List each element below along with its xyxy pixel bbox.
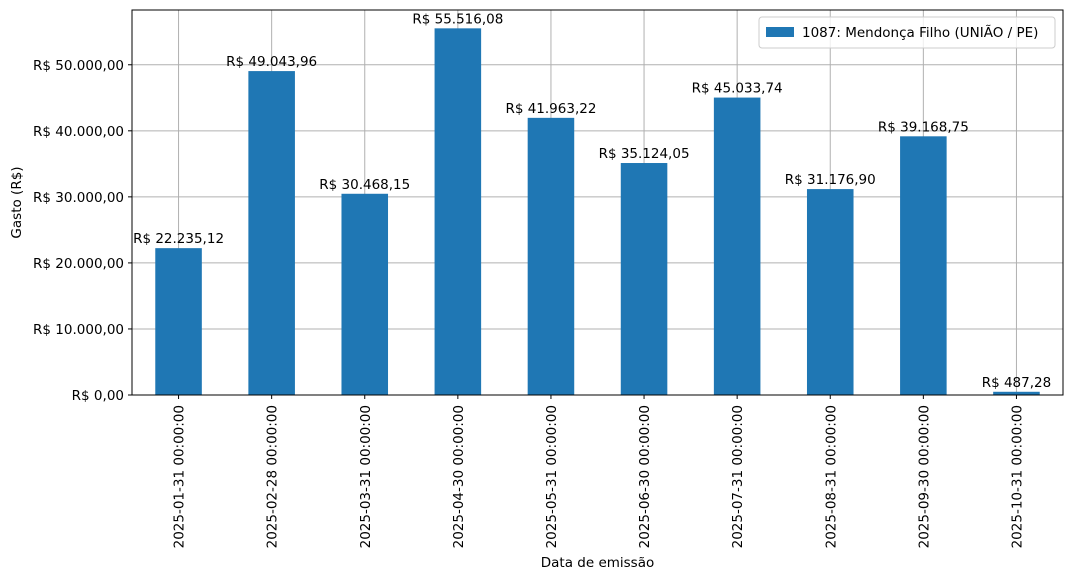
x-axis: 2025-01-31 00:00:00 2025-02-28 00:00:00 20… xyxy=(172,395,1025,548)
bar xyxy=(527,117,575,395)
x-tick-label: 2025-02-28 00:00:00 xyxy=(265,405,281,548)
bar-data-label: R$ 55.516,08 xyxy=(412,11,503,27)
bar-data-label: R$ 45.033,74 xyxy=(692,81,783,97)
legend: 1087: Mendonça Filho (UNIÃO / PE) xyxy=(758,16,1056,49)
bar-data-label: R$ 49.043,96 xyxy=(226,54,317,70)
plot-frame xyxy=(131,9,1064,396)
x-axis-label: Data de emissão xyxy=(541,555,655,571)
bars-group xyxy=(155,28,1040,396)
bar xyxy=(900,136,947,395)
bar-data-label: R$ 487,28 xyxy=(982,375,1052,391)
x-tick-label: 2025-05-31 00:00:00 xyxy=(544,405,560,548)
y-tick-label: R$ 30.000,00 xyxy=(33,190,124,206)
legend-entry-label: 1087: Mendonça Filho (UNIÃO / PE) xyxy=(802,24,1038,41)
x-tick-label: 2025-06-30 00:00:00 xyxy=(637,405,653,548)
bar xyxy=(713,97,761,396)
y-axis-label: Gasto (R$) xyxy=(9,166,25,238)
x-tick-label: 2025-03-31 00:00:00 xyxy=(358,405,374,548)
bar xyxy=(341,193,389,395)
x-tick-label: 2025-10-31 00:00:00 xyxy=(1009,405,1025,548)
legend-swatch xyxy=(766,27,794,37)
x-tick-label: 2025-04-30 00:00:00 xyxy=(451,405,467,548)
bar xyxy=(155,248,202,395)
bar xyxy=(993,391,1040,395)
bar-data-label: R$ 41.963,22 xyxy=(505,101,596,117)
bar xyxy=(806,189,854,395)
legend-box xyxy=(758,16,1056,49)
bar xyxy=(434,28,482,395)
bar xyxy=(248,71,295,395)
bar-data-label: R$ 30.468,15 xyxy=(319,177,410,193)
bar-data-label: R$ 31.176,90 xyxy=(785,172,876,188)
x-tick-label: 2025-09-30 00:00:00 xyxy=(916,405,932,548)
y-axis: R$ 0,00 R$ 10.000,00 R$ 20.000,00 R$ 30.000… xyxy=(33,58,132,404)
y-tick-label: R$ 0,00 xyxy=(72,388,124,404)
x-tick-label: 2025-07-31 00:00:00 xyxy=(730,405,746,548)
bar-data-label: R$ 35.124,05 xyxy=(599,146,690,162)
bar xyxy=(620,163,668,395)
x-tick-label: 2025-08-31 00:00:00 xyxy=(823,405,839,548)
y-tick-label: R$ 40.000,00 xyxy=(33,124,124,140)
y-tick-label: R$ 10.000,00 xyxy=(33,322,124,338)
data-labels-group: R$ 22.235,12 R$ 49.043,96 R$ 30.468,15 R$ 5… xyxy=(133,11,1051,390)
bar-data-label: R$ 22.235,12 xyxy=(133,231,224,247)
x-tick-label: 2025-01-31 00:00:00 xyxy=(172,405,188,548)
bar-data-label: R$ 39.168,75 xyxy=(878,119,969,135)
y-tick-label: R$ 50.000,00 xyxy=(33,58,124,74)
y-tick-label: R$ 20.000,00 xyxy=(33,256,124,272)
